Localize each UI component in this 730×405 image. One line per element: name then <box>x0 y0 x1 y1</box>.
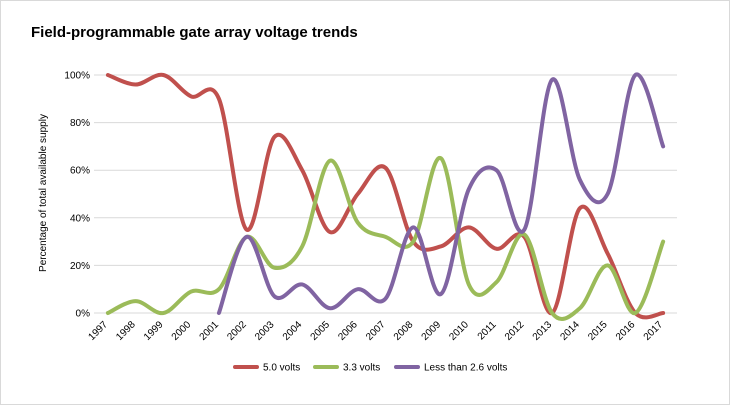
x-tick-label: 2017 <box>642 319 666 343</box>
x-tick-label: 2014 <box>558 319 582 343</box>
x-tick-label: 2007 <box>364 319 388 343</box>
x-tick-label: 2000 <box>170 319 194 343</box>
legend-label: 5.0 volts <box>263 363 300 374</box>
series-line-2 <box>105 156 666 321</box>
legend-label: 3.3 volts <box>343 363 380 374</box>
x-tick-label: 1997 <box>86 319 110 343</box>
y-tick-label: 0% <box>76 309 91 320</box>
series-lines <box>105 72 666 321</box>
legend: 5.0 volts 3.3 volts Less than 2.6 volts <box>233 363 507 374</box>
chart-title: Field-programmable gate array voltage tr… <box>31 24 358 41</box>
legend-label: Less than 2.6 volts <box>424 363 507 374</box>
series-line-1 <box>105 72 666 320</box>
y-axis-ticks: 0% 20% 40% 60% 80% 100% <box>64 71 90 320</box>
series-line-3 <box>216 72 666 315</box>
x-tick-label: 2005 <box>309 319 333 343</box>
x-tick-label: 2004 <box>281 319 305 343</box>
x-tick-label: 1999 <box>142 319 166 343</box>
x-tick-label: 2008 <box>392 319 416 343</box>
x-tick-label: 2012 <box>503 319 527 343</box>
x-axis-ticks: 1997 1998 1999 2000 2001 2002 2003 2004 2005 2006… <box>86 319 665 343</box>
x-tick-label: 2013 <box>531 319 555 343</box>
y-axis-label: Percentage of total available supply <box>38 114 49 272</box>
y-tick-label: 80% <box>70 118 90 129</box>
x-tick-label: 2009 <box>420 319 444 343</box>
x-tick-label: 2001 <box>198 319 222 343</box>
x-tick-label: 2006 <box>336 319 360 343</box>
x-tick-label: 2011 <box>476 319 499 342</box>
y-tick-label: 40% <box>70 213 90 224</box>
x-tick-label: 2015 <box>586 319 610 343</box>
x-tick-label: 2002 <box>225 319 249 343</box>
y-tick-label: 60% <box>70 166 90 177</box>
x-tick-label: 1998 <box>114 319 138 343</box>
y-tick-label: 100% <box>64 71 90 82</box>
x-tick-label: 2010 <box>447 319 471 343</box>
x-tick-label: 2016 <box>614 319 638 343</box>
x-tick-label: 2003 <box>253 319 277 343</box>
y-tick-label: 20% <box>70 261 90 272</box>
